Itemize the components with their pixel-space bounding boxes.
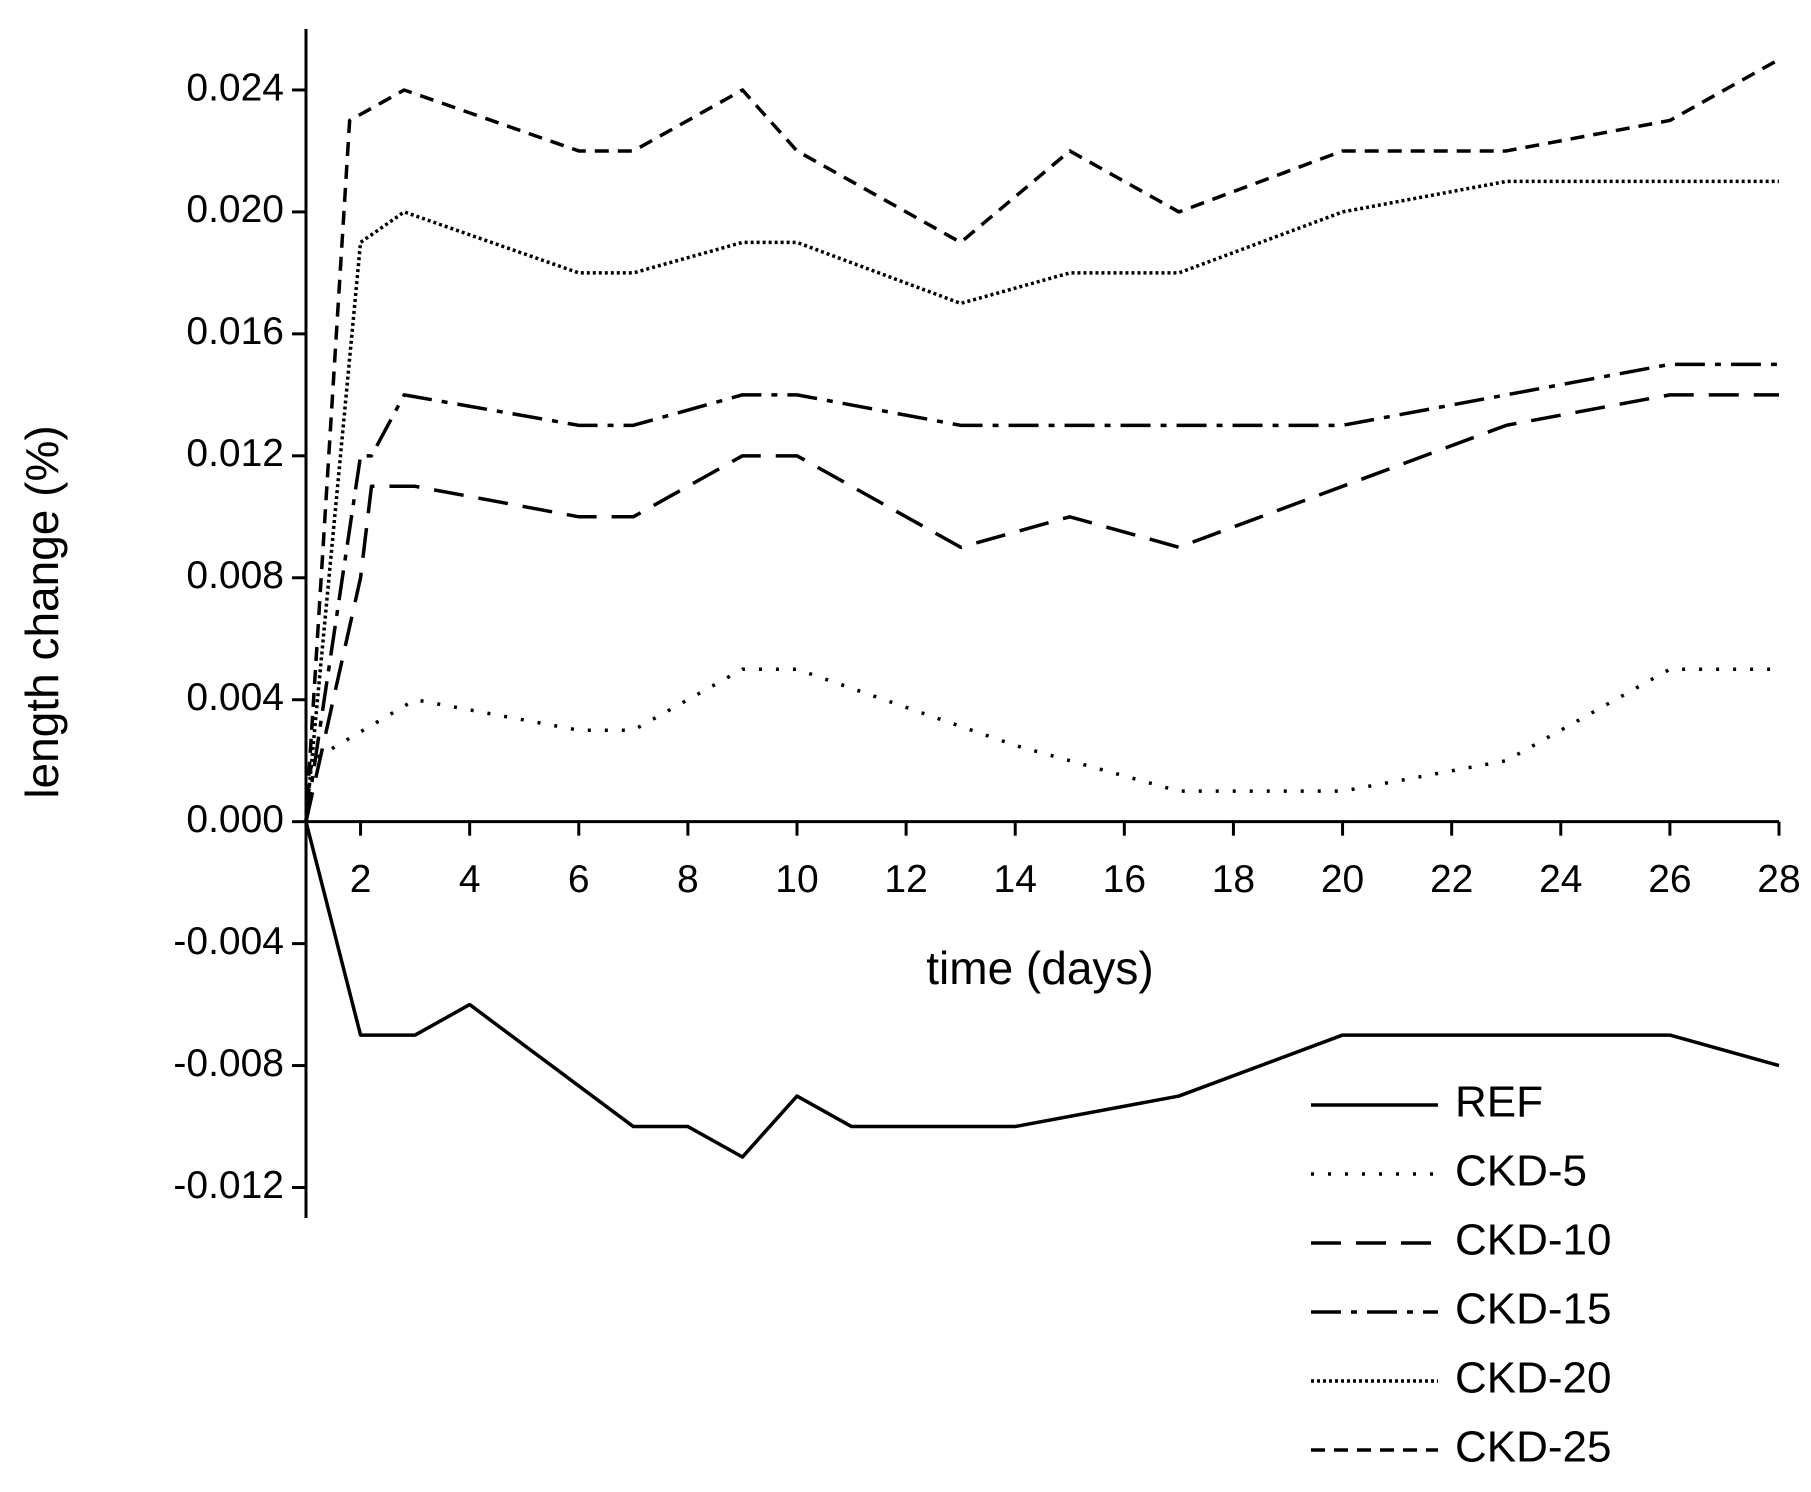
- x-tick-label: 20: [1321, 858, 1364, 901]
- legend-label: CKD-25: [1455, 1423, 1612, 1472]
- series-line: [304, 821, 1780, 1159]
- series-line: [304, 179, 1779, 822]
- x-tick-label: 24: [1539, 858, 1582, 901]
- x-tick-label: 12: [884, 858, 927, 901]
- x-axis-label: time (days): [926, 942, 1153, 994]
- x-tick-label: 16: [1103, 858, 1146, 901]
- x-tick-label: 14: [994, 858, 1037, 901]
- legend-label: REF: [1455, 1078, 1543, 1127]
- legend-label: CKD-20: [1455, 1354, 1612, 1403]
- x-tick-label: 4: [459, 858, 481, 901]
- y-tick-label: 0.024: [186, 66, 284, 109]
- legend-label: CKD-5: [1455, 1147, 1587, 1196]
- x-tick-label: 8: [677, 858, 699, 901]
- x-tick-label: 28: [1757, 858, 1800, 901]
- y-tick-label: -0.004: [173, 920, 284, 963]
- x-tick-label: 26: [1648, 858, 1691, 901]
- legend-label: CKD-15: [1455, 1285, 1612, 1334]
- x-tick-label: 18: [1212, 858, 1255, 901]
- y-tick-label: -0.008: [173, 1042, 284, 1085]
- y-tick-label: 0.008: [186, 554, 284, 597]
- y-axis-label: length change (%): [16, 425, 68, 798]
- y-tick-label: 0.000: [186, 798, 284, 841]
- series-line: [304, 667, 1779, 822]
- x-tick-label: 10: [775, 858, 818, 901]
- x-tick-label: 6: [568, 858, 590, 901]
- y-tick-label: 0.016: [186, 310, 284, 353]
- y-tick-label: 0.020: [186, 188, 284, 231]
- series-line: [304, 362, 1779, 822]
- series-line: [304, 57, 1780, 822]
- y-tick-label: 0.004: [186, 676, 284, 719]
- legend-label: CKD-10: [1455, 1216, 1612, 1265]
- series-line: [304, 393, 1779, 823]
- y-tick-label: 0.012: [186, 432, 284, 475]
- x-tick-label: 22: [1430, 858, 1473, 901]
- y-tick-label: -0.012: [173, 1164, 284, 1207]
- x-tick-label: 2: [350, 858, 372, 901]
